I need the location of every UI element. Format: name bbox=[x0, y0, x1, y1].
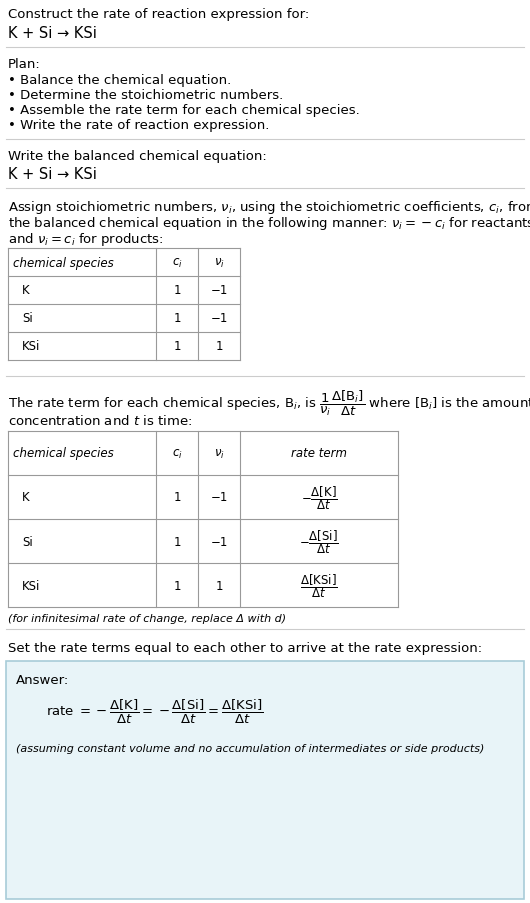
Text: 1: 1 bbox=[215, 579, 223, 591]
Text: chemical species: chemical species bbox=[13, 256, 114, 269]
Text: $-\dfrac{\Delta[\mathrm{K}]}{\Delta t}$: $-\dfrac{\Delta[\mathrm{K}]}{\Delta t}$ bbox=[301, 484, 338, 511]
Text: KSi: KSi bbox=[22, 579, 40, 591]
Text: rate term: rate term bbox=[291, 447, 347, 460]
Text: K: K bbox=[22, 284, 30, 297]
Text: Assign stoichiometric numbers, $\nu_i$, using the stoichiometric coefficients, $: Assign stoichiometric numbers, $\nu_i$, … bbox=[8, 199, 530, 216]
Text: • Determine the stoichiometric numbers.: • Determine the stoichiometric numbers. bbox=[8, 88, 283, 102]
Text: Plan:: Plan: bbox=[8, 58, 41, 71]
Text: (for infinitesimal rate of change, replace Δ with d): (for infinitesimal rate of change, repla… bbox=[8, 613, 286, 623]
Text: (assuming constant volume and no accumulation of intermediates or side products): (assuming constant volume and no accumul… bbox=[16, 743, 484, 753]
Text: • Assemble the rate term for each chemical species.: • Assemble the rate term for each chemic… bbox=[8, 104, 360, 116]
Text: The rate term for each chemical species, B$_i$, is $\dfrac{1}{\nu_i}\dfrac{\Delt: The rate term for each chemical species,… bbox=[8, 388, 530, 418]
Text: 1: 1 bbox=[173, 340, 181, 353]
Text: 1: 1 bbox=[173, 535, 181, 548]
Text: Answer:: Answer: bbox=[16, 674, 69, 686]
Text: $c_i$: $c_i$ bbox=[172, 256, 182, 269]
Text: K: K bbox=[22, 491, 30, 504]
Text: • Balance the chemical equation.: • Balance the chemical equation. bbox=[8, 74, 231, 87]
Text: Write the balanced chemical equation:: Write the balanced chemical equation: bbox=[8, 150, 267, 163]
Text: and $\nu_i = c_i$ for products:: and $\nu_i = c_i$ for products: bbox=[8, 231, 164, 247]
Text: 1: 1 bbox=[173, 579, 181, 591]
Text: KSi: KSi bbox=[22, 340, 40, 353]
Text: −1: −1 bbox=[210, 312, 228, 325]
Text: −1: −1 bbox=[210, 491, 228, 504]
Text: the balanced chemical equation in the following manner: $\nu_i = -c_i$ for react: the balanced chemical equation in the fo… bbox=[8, 215, 530, 232]
Text: 1: 1 bbox=[173, 491, 181, 504]
Text: Si: Si bbox=[22, 312, 33, 325]
Text: K + Si → KSi: K + Si → KSi bbox=[8, 167, 97, 182]
Text: rate $= -\dfrac{\Delta[\mathrm{K}]}{\Delta t} = -\dfrac{\Delta[\mathrm{Si}]}{\De: rate $= -\dfrac{\Delta[\mathrm{K}]}{\Del… bbox=[46, 697, 263, 725]
Text: Set the rate terms equal to each other to arrive at the rate expression:: Set the rate terms equal to each other t… bbox=[8, 641, 482, 655]
Text: $\nu_i$: $\nu_i$ bbox=[214, 447, 224, 460]
Text: concentration and $t$ is time:: concentration and $t$ is time: bbox=[8, 414, 192, 427]
Text: Construct the rate of reaction expression for:: Construct the rate of reaction expressio… bbox=[8, 8, 309, 21]
Text: 1: 1 bbox=[173, 284, 181, 297]
Text: $\dfrac{\Delta[\mathrm{KSi}]}{\Delta t}$: $\dfrac{\Delta[\mathrm{KSi}]}{\Delta t}$ bbox=[300, 572, 338, 600]
Text: • Write the rate of reaction expression.: • Write the rate of reaction expression. bbox=[8, 119, 269, 132]
Text: 1: 1 bbox=[215, 340, 223, 353]
Text: −1: −1 bbox=[210, 284, 228, 297]
Text: −1: −1 bbox=[210, 535, 228, 548]
Text: chemical species: chemical species bbox=[13, 447, 114, 460]
Text: $\nu_i$: $\nu_i$ bbox=[214, 256, 224, 269]
Text: $-\dfrac{\Delta[\mathrm{Si}]}{\Delta t}$: $-\dfrac{\Delta[\mathrm{Si}]}{\Delta t}$ bbox=[299, 527, 339, 555]
Text: Si: Si bbox=[22, 535, 33, 548]
Text: K + Si → KSi: K + Si → KSi bbox=[8, 26, 97, 41]
Bar bbox=[6, 661, 524, 899]
Text: 1: 1 bbox=[173, 312, 181, 325]
Text: $c_i$: $c_i$ bbox=[172, 447, 182, 460]
